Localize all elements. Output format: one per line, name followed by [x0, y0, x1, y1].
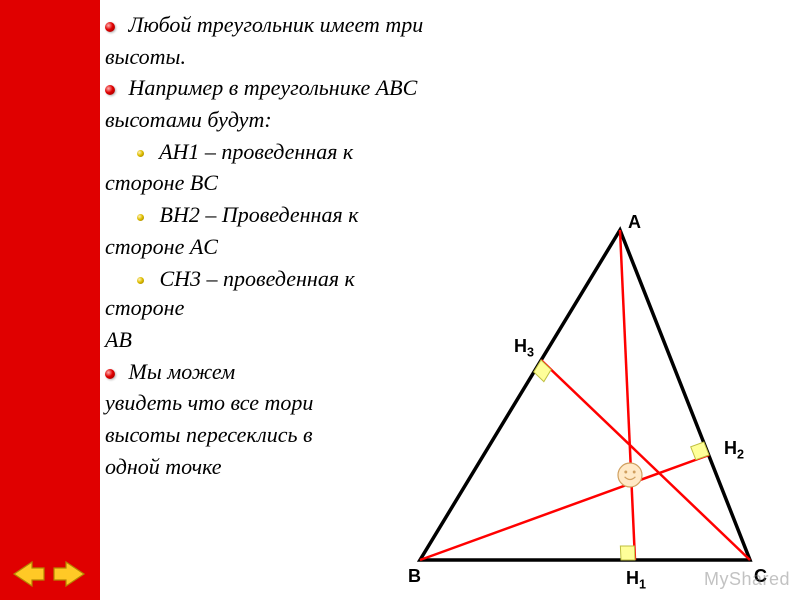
para-3-line-4: одной точке: [105, 452, 365, 482]
bullet-1-line-1: AH1 – проведенная к: [105, 137, 425, 167]
bullet-1-line-2: стороне BC: [105, 168, 425, 198]
para-3-line-3: высоты пересеклись в: [105, 420, 365, 450]
watermark: MyShared: [704, 569, 790, 590]
text: Например в треугольнике ABC: [129, 75, 418, 100]
text: AH1 – проведенная к: [159, 139, 353, 164]
text: CH3 – проведенная к стороне: [105, 266, 355, 321]
text: высотами будут:: [105, 107, 272, 132]
text: высоты.: [105, 44, 186, 69]
para-2-line-2: высотами будут:: [105, 105, 795, 135]
para-1-line-2: высоты.: [105, 42, 795, 72]
text: увидеть что все тори: [105, 390, 313, 415]
text: BH2 – Проведенная к: [160, 202, 359, 227]
text: Мы можем: [129, 359, 236, 384]
text: высоты пересеклись в: [105, 422, 313, 447]
triangle-diagram: ABCH1H2H3: [350, 210, 790, 590]
para-2-line-1: Например в треугольнике ABC: [105, 73, 795, 103]
text: Любой треугольник имеет три: [129, 12, 424, 37]
vertex-label-H2: H2: [724, 438, 744, 462]
para-3-line-1: Мы можем: [105, 357, 365, 387]
text: стороне BC: [105, 170, 218, 195]
triangle-svg: [350, 210, 790, 590]
vertex-label-H1: H1: [626, 568, 646, 592]
arrow-left-icon: [12, 560, 46, 588]
nav-arrows: [12, 560, 86, 588]
para-3-line-2: увидеть что все тори: [105, 388, 365, 418]
vertex-label-A: A: [628, 212, 641, 233]
text: одной точке: [105, 454, 222, 479]
arrow-right-icon: [52, 560, 86, 588]
para-1-line-1: Любой треугольник имеет три: [105, 10, 795, 40]
next-button[interactable]: [52, 560, 86, 588]
text: стороне AC: [105, 234, 218, 259]
text: AB: [105, 327, 132, 352]
prev-button[interactable]: [12, 560, 46, 588]
vertex-label-B: B: [408, 566, 421, 587]
vertex-label-H3: H3: [514, 336, 534, 360]
left-sidebar: [0, 0, 100, 600]
